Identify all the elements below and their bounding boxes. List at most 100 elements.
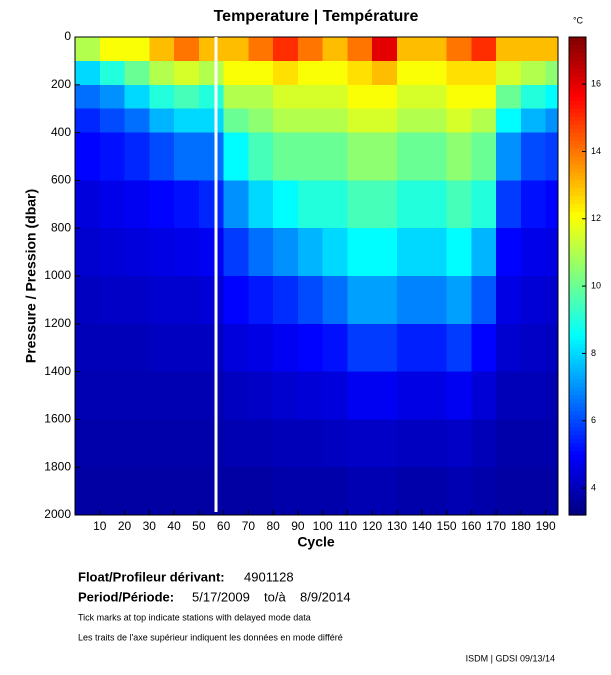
x-tick-label: 160 bbox=[461, 519, 481, 533]
heat-cell bbox=[471, 467, 497, 516]
heat-cell bbox=[99, 84, 126, 110]
heat-cell bbox=[174, 60, 200, 86]
heat-cell bbox=[273, 60, 299, 86]
heat-cell bbox=[421, 323, 448, 373]
heat-cell bbox=[75, 276, 101, 325]
heat-cell bbox=[471, 108, 497, 134]
x-tick-label: 100 bbox=[313, 519, 333, 533]
heat-cell bbox=[322, 84, 348, 110]
heat-cell bbox=[174, 276, 200, 325]
colorbar-swatch bbox=[569, 451, 586, 456]
heat-cell bbox=[75, 37, 101, 62]
colorbar-swatch bbox=[569, 295, 586, 301]
colorbar-swatch bbox=[569, 96, 586, 102]
heat-cell bbox=[520, 60, 547, 86]
heat-cell bbox=[198, 467, 225, 516]
colorbar-swatch bbox=[569, 144, 586, 150]
heat-cell bbox=[372, 419, 398, 468]
heat-cell bbox=[149, 276, 175, 325]
colorbar-swatch bbox=[569, 192, 586, 197]
heat-cell bbox=[520, 276, 547, 325]
colorbar-swatch bbox=[569, 291, 586, 297]
y-tick-label: 1200 bbox=[44, 316, 71, 330]
colorbar-tick-label: 8 bbox=[591, 348, 596, 358]
heat-cell bbox=[223, 84, 249, 110]
x-axis-label: Cycle bbox=[297, 534, 335, 550]
colorbar-swatch bbox=[569, 371, 586, 377]
heat-cell bbox=[372, 132, 398, 181]
heat-cell bbox=[347, 180, 373, 229]
heat-cell bbox=[397, 419, 423, 468]
heat-cell bbox=[446, 132, 472, 181]
heat-cell bbox=[446, 84, 472, 110]
heat-cell bbox=[397, 108, 423, 134]
float-label: Float/Profileur dérivant: bbox=[78, 569, 225, 584]
note-en: Tick marks at top indicate stations with… bbox=[78, 612, 311, 622]
heat-cell bbox=[372, 276, 398, 325]
y-axis-label: Pressure / Pression (dbar) bbox=[23, 189, 39, 363]
x-tick-label: 140 bbox=[412, 519, 432, 533]
heat-cell bbox=[273, 132, 299, 181]
heat-cell bbox=[297, 228, 324, 277]
colorbar-swatch bbox=[569, 228, 586, 233]
heat-cell bbox=[372, 108, 398, 134]
colorbar-swatch bbox=[569, 307, 586, 313]
colorbar-swatch bbox=[569, 148, 586, 154]
colorbar-swatch bbox=[569, 387, 586, 393]
heat-cell bbox=[347, 323, 373, 373]
heat-cell bbox=[471, 419, 497, 468]
heat-cell bbox=[322, 371, 348, 420]
heat-cell bbox=[248, 84, 274, 110]
colorbar-swatch bbox=[569, 475, 586, 480]
heat-cell bbox=[372, 60, 398, 86]
colorbar-swatch bbox=[569, 331, 586, 337]
y-tick-label: 800 bbox=[51, 220, 71, 234]
heat-cell bbox=[248, 180, 274, 229]
x-tick-label: 130 bbox=[387, 519, 407, 533]
heat-cell bbox=[248, 228, 274, 277]
colorbar-swatch bbox=[569, 156, 586, 162]
y-tick-label: 600 bbox=[51, 173, 71, 187]
colorbar-swatch bbox=[569, 287, 586, 293]
colorbar-swatch bbox=[569, 323, 586, 329]
colorbar-swatch bbox=[569, 499, 586, 504]
x-tick-label: 80 bbox=[266, 519, 280, 533]
x-tick-label: 180 bbox=[511, 519, 531, 533]
colorbar-swatch bbox=[569, 447, 586, 452]
heat-cell bbox=[297, 371, 324, 420]
colorbar-swatch bbox=[569, 48, 586, 54]
heat-cell bbox=[372, 84, 398, 110]
colorbar-swatch bbox=[569, 279, 586, 285]
heat-cell bbox=[297, 180, 324, 229]
colorbar-swatch bbox=[569, 208, 586, 213]
heat-cell bbox=[397, 180, 423, 229]
colorbar-swatch bbox=[569, 315, 586, 321]
heat-cell bbox=[471, 276, 497, 325]
heat-cell bbox=[446, 228, 472, 277]
heat-cell bbox=[99, 228, 126, 277]
x-tick-label: 190 bbox=[536, 519, 556, 533]
colorbar-swatch bbox=[569, 319, 586, 325]
heat-cell bbox=[496, 371, 522, 420]
colorbar-swatch bbox=[569, 268, 586, 273]
heat-cell bbox=[248, 108, 274, 134]
heat-cell bbox=[124, 276, 150, 325]
heat-cell bbox=[471, 132, 497, 181]
colorbar-swatch bbox=[569, 216, 586, 221]
heat-cell bbox=[99, 467, 126, 516]
y-tick-label: 1400 bbox=[44, 364, 71, 378]
heat-cell bbox=[99, 180, 126, 229]
heat-cell bbox=[471, 37, 497, 62]
heat-cell bbox=[545, 371, 559, 420]
colorbar-swatch bbox=[569, 188, 586, 193]
heat-cell bbox=[446, 108, 472, 134]
heat-cell bbox=[248, 323, 274, 373]
heat-cell bbox=[421, 180, 448, 229]
heat-cell bbox=[446, 180, 472, 229]
heat-cell bbox=[471, 60, 497, 86]
heat-cell bbox=[545, 108, 559, 134]
colorbar-swatch bbox=[569, 483, 586, 488]
colorbar-swatch bbox=[569, 136, 586, 142]
x-tick-label: 30 bbox=[143, 519, 157, 533]
heat-cell bbox=[149, 419, 175, 468]
